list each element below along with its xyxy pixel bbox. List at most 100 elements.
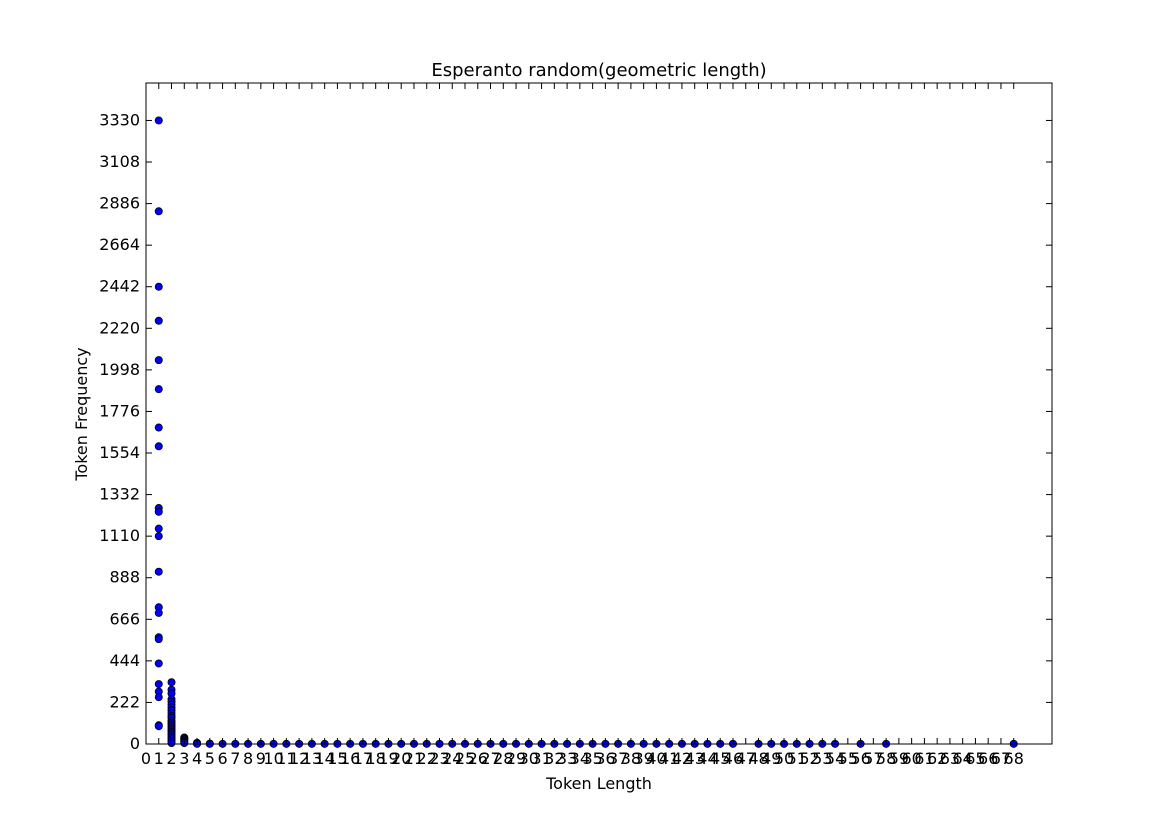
y-axis-ticks: 0 222 444 666 888 1110 1332 1554 1776 1998 2220 244… xyxy=(99,110,1052,753)
y-tick-label: 0 xyxy=(130,734,140,753)
x-tick-label: 5 xyxy=(205,749,215,768)
x-tick-label: 49 xyxy=(761,749,781,768)
y-tick-label: 2664 xyxy=(99,235,140,254)
x-tick-label: 3 xyxy=(179,749,189,768)
x-tick-label: 59 xyxy=(889,749,909,768)
x-tick-label: 18 xyxy=(366,749,386,768)
x-tick-label: 32 xyxy=(544,749,564,768)
x-tick-label: 47 xyxy=(736,749,756,768)
x-tick-label: 9 xyxy=(256,749,266,768)
y-tick-label: 1110 xyxy=(99,526,140,545)
x-tick-label: 60 xyxy=(901,749,921,768)
data-point xyxy=(154,207,163,216)
x-tick-label: 29 xyxy=(506,749,526,768)
y-axis-label: Token Frequency xyxy=(72,347,91,481)
data-point xyxy=(154,635,163,644)
x-tick-label: 22 xyxy=(417,749,437,768)
x-tick-label: 53 xyxy=(812,749,832,768)
data-point xyxy=(154,116,163,125)
x-tick-label: 48 xyxy=(748,749,768,768)
x-tick-label: 27 xyxy=(480,749,500,768)
x-tick-label: 34 xyxy=(570,749,590,768)
x-tick-label: 31 xyxy=(531,749,551,768)
chart-title: Esperanto random(geometric length) xyxy=(431,60,766,81)
x-tick-label: 43 xyxy=(685,749,705,768)
x-tick-label: 36 xyxy=(595,749,615,768)
data-point xyxy=(154,385,163,394)
x-tick-label: 68 xyxy=(1004,749,1024,768)
x-tick-label: 14 xyxy=(314,749,334,768)
x-tick-label: 46 xyxy=(723,749,743,768)
data-point xyxy=(154,356,163,365)
x-tick-label: 1 xyxy=(154,749,164,768)
x-tick-label: 10 xyxy=(263,749,283,768)
x-tick-label: 25 xyxy=(455,749,475,768)
x-axis-ticks: 0 1 2 3 4 5 6 7 8 9101112131415161718192021222324… xyxy=(141,83,1024,768)
x-tick-label: 35 xyxy=(582,749,602,768)
x-tick-label: 54 xyxy=(825,749,845,768)
x-tick-label: 11 xyxy=(276,749,296,768)
x-tick-label: 50 xyxy=(774,749,794,768)
y-tick-label: 1998 xyxy=(99,360,140,379)
x-tick-label: 44 xyxy=(697,749,717,768)
data-point xyxy=(154,282,163,291)
data-point xyxy=(154,567,163,576)
x-tick-label: 37 xyxy=(608,749,628,768)
y-tick-label: 1776 xyxy=(99,401,140,420)
data-point xyxy=(154,442,163,451)
x-tick-label: 41 xyxy=(659,749,679,768)
x-tick-label: 57 xyxy=(863,749,883,768)
y-tick-label: 444 xyxy=(109,651,140,670)
x-tick-label: 33 xyxy=(557,749,577,768)
x-tick-label: 6 xyxy=(217,749,227,768)
x-tick-label: 30 xyxy=(519,749,539,768)
y-tick-label: 1332 xyxy=(99,485,140,504)
data-point xyxy=(154,507,163,516)
y-tick-label: 3330 xyxy=(99,110,140,129)
x-tick-label: 38 xyxy=(621,749,641,768)
x-tick-label: 66 xyxy=(978,749,998,768)
x-tick-label: 17 xyxy=(353,749,373,768)
y-tick-label: 3108 xyxy=(99,152,140,171)
x-tick-label: 52 xyxy=(799,749,819,768)
data-point xyxy=(154,423,163,432)
x-tick-label: 63 xyxy=(940,749,960,768)
x-tick-label: 24 xyxy=(442,749,462,768)
data-point xyxy=(154,680,163,689)
x-tick-label: 19 xyxy=(378,749,398,768)
x-tick-label: 45 xyxy=(710,749,730,768)
data-point xyxy=(154,608,163,617)
y-tick-label: 2442 xyxy=(99,277,140,296)
x-tick-label: 26 xyxy=(468,749,488,768)
x-tick-label: 51 xyxy=(787,749,807,768)
x-tick-label: 15 xyxy=(327,749,347,768)
x-tick-label: 4 xyxy=(192,749,202,768)
data-point xyxy=(167,678,176,687)
x-tick-label: 7 xyxy=(230,749,240,768)
plot-frame xyxy=(145,82,1053,745)
x-tick-label: 13 xyxy=(302,749,322,768)
x-tick-label: 61 xyxy=(914,749,934,768)
x-tick-label: 39 xyxy=(633,749,653,768)
y-tick-label: 222 xyxy=(109,692,140,711)
x-tick-label: 8 xyxy=(243,749,253,768)
x-tick-label: 23 xyxy=(429,749,449,768)
data-point xyxy=(154,316,163,325)
x-tick-label: 2 xyxy=(166,749,176,768)
data-point xyxy=(154,722,163,731)
x-tick-label: 16 xyxy=(340,749,360,768)
x-tick-label: 0 xyxy=(141,749,151,768)
x-tick-label: 65 xyxy=(965,749,985,768)
x-tick-label: 62 xyxy=(927,749,947,768)
x-tick-label: 40 xyxy=(646,749,666,768)
data-point xyxy=(154,524,163,533)
x-tick-label: 42 xyxy=(672,749,692,768)
x-tick-label: 20 xyxy=(391,749,411,768)
x-tick-label: 21 xyxy=(404,749,424,768)
y-tick-label: 2220 xyxy=(99,318,140,337)
x-tick-label: 12 xyxy=(289,749,309,768)
data-point xyxy=(154,659,163,668)
